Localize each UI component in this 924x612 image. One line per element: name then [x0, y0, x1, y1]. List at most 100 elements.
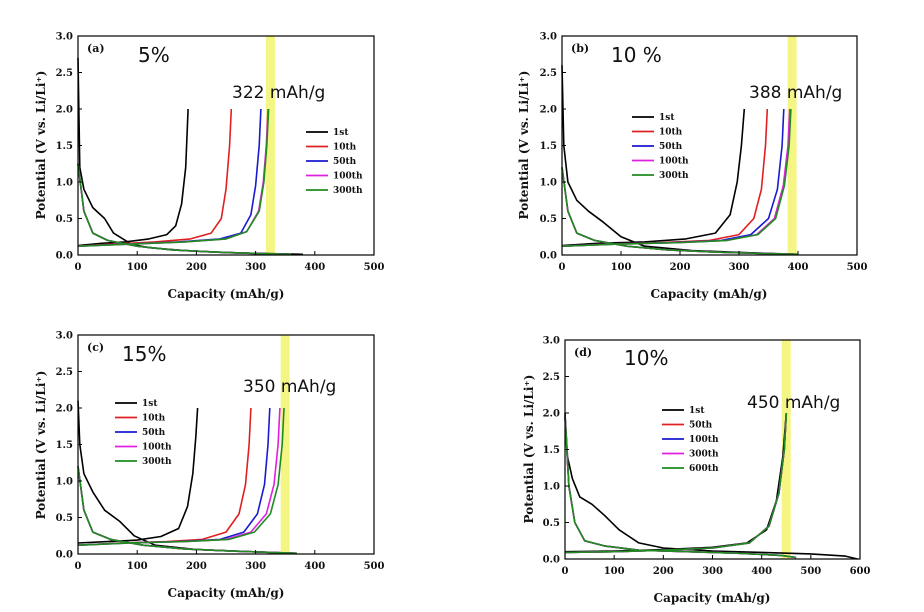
y-tick-label: 0.0 [56, 251, 73, 262]
series-line-300th-charge [561, 108, 792, 247]
panel-letter: (c) [87, 341, 104, 354]
legend-entry: 100th [142, 443, 172, 453]
x-tick-label: 0 [559, 262, 566, 273]
legend-entry: 50th [333, 157, 357, 167]
capacity-annotation: 350 mAh/g [243, 377, 336, 397]
x-axis-label: Capacity (mAh/g) [654, 591, 771, 605]
y-tick-label: 0.5 [543, 518, 560, 529]
x-tick-label: 500 [364, 561, 385, 572]
legend-entry: 100th [659, 157, 689, 167]
y-tick-label: 0.5 [56, 214, 73, 225]
legend-entry: 50th [142, 428, 166, 438]
x-axis-label: Capacity (mAh/g) [168, 287, 285, 301]
series-line-300th-discharge [564, 416, 797, 559]
series-line-1st-discharge [564, 412, 858, 560]
x-tick-label: 500 [800, 566, 821, 577]
legend: 1st 10th 50th 100th 300th [306, 128, 363, 196]
y-tick-label: 1.5 [543, 445, 560, 456]
capacity-highlight-band [265, 36, 275, 255]
y-tick-label: 1.0 [540, 178, 557, 189]
y-axis-label: Potential (V vs. Li/Li⁺) [522, 375, 536, 524]
legend-entry: 10th [142, 414, 166, 424]
legend: 1st 10th 50th 100th 300th [632, 113, 689, 181]
legend-entry: 1st [689, 406, 705, 416]
y-tick-label: 1.5 [540, 141, 557, 152]
capacity-highlight-band [280, 335, 290, 554]
series-line-1st-charge [561, 108, 746, 247]
y-tick-label: 2.0 [540, 105, 557, 116]
series-line-300th-discharge [77, 163, 292, 256]
x-tick-label: 500 [364, 262, 385, 273]
legend-entry: 50th [659, 142, 683, 152]
y-tick-label: 0.0 [56, 550, 73, 561]
y-tick-label: 2.0 [56, 105, 73, 116]
plot-frame [77, 334, 375, 555]
y-tick-label: 1.0 [56, 477, 73, 488]
y-tick-label: 0.0 [540, 251, 557, 262]
legend: 1st 50th 100th 300th 600th [662, 406, 719, 474]
x-tick-label: 200 [653, 566, 674, 577]
y-axis-label: Potential (V vs. Li/Li⁺) [34, 71, 48, 220]
chart-panel-1: 0.0 0.5 1.0 1.5 2.0 2.5 3.0 0 100 200 300 400 500 Cap… [34, 32, 384, 302]
x-tick-label: 400 [788, 262, 809, 273]
y-tick-label: 0.0 [543, 555, 560, 566]
series-line-1st-charge [77, 407, 199, 544]
series-line-50th-charge [77, 407, 271, 546]
x-tick-label: 100 [604, 566, 625, 577]
capacity-annotation: 322 mAh/g [232, 83, 325, 103]
legend-entry: 100th [689, 435, 719, 445]
x-tick-label: 400 [304, 561, 325, 572]
y-tick-label: 2.5 [540, 68, 557, 79]
y-tick-label: 3.0 [56, 32, 73, 43]
x-tick-label: 300 [702, 566, 723, 577]
legend-entry: 300th [333, 186, 363, 196]
series-line-1st-charge [77, 108, 189, 247]
capacity-annotation: 450 mAh/g [747, 393, 840, 413]
series-line-300th-charge [564, 412, 788, 554]
series-line-50th-charge [77, 108, 262, 247]
x-tick-label: 500 [847, 262, 868, 273]
series-line-50th-discharge [564, 416, 797, 559]
panel-letter: (d) [574, 346, 592, 359]
chart-panel-3: 0.0 0.5 1.0 1.5 2.0 2.5 3.0 0 100 200 300 400 500 Cap… [34, 331, 384, 601]
y-tick-label: 0.5 [540, 214, 557, 225]
capacity-annotation: 388 mAh/g [749, 83, 842, 103]
series-line-600th-charge [564, 412, 788, 554]
series-line-50th-charge [564, 412, 788, 554]
y-tick-label: 2.0 [56, 404, 73, 415]
x-tick-label: 200 [670, 262, 691, 273]
x-tick-label: 300 [245, 262, 266, 273]
series-line-300th-charge [77, 407, 285, 546]
legend-entry: 1st [333, 128, 349, 138]
y-tick-label: 1.5 [56, 440, 73, 451]
panel-letter: (a) [87, 42, 105, 55]
panel-letter: (b) [571, 42, 589, 55]
legend: 1st 10th 50th 100th 300th [115, 399, 172, 467]
y-tick-label: 0.5 [56, 513, 73, 524]
series-line-300th-charge [77, 108, 270, 247]
x-axis-label: Capacity (mAh/g) [168, 586, 285, 600]
percentage-label: 15% [122, 342, 166, 366]
plot-frame [77, 35, 375, 256]
x-tick-label: 200 [186, 262, 207, 273]
legend-entry: 300th [689, 450, 719, 460]
x-tick-label: 100 [127, 262, 148, 273]
series-line-100th-charge [564, 412, 788, 554]
series-line-1st-discharge [77, 400, 298, 555]
x-tick-label: 400 [751, 566, 772, 577]
series-line-100th-charge [77, 108, 269, 247]
percentage-label: 10% [624, 346, 668, 370]
y-axis-label: Potential (V vs. Li/Li⁺) [34, 371, 48, 520]
y-tick-label: 3.0 [56, 331, 73, 342]
y-tick-label: 3.0 [540, 32, 557, 43]
legend-entry: 50th [689, 421, 713, 431]
y-tick-label: 3.0 [543, 336, 560, 347]
y-tick-label: 2.5 [56, 367, 73, 378]
x-tick-label: 100 [611, 262, 632, 273]
y-tick-label: 1.0 [543, 482, 560, 493]
x-tick-label: 600 [850, 566, 871, 577]
series-line-100th-discharge [564, 416, 797, 559]
x-axis-label: Capacity (mAh/g) [651, 287, 768, 301]
legend-entry: 300th [659, 171, 689, 181]
